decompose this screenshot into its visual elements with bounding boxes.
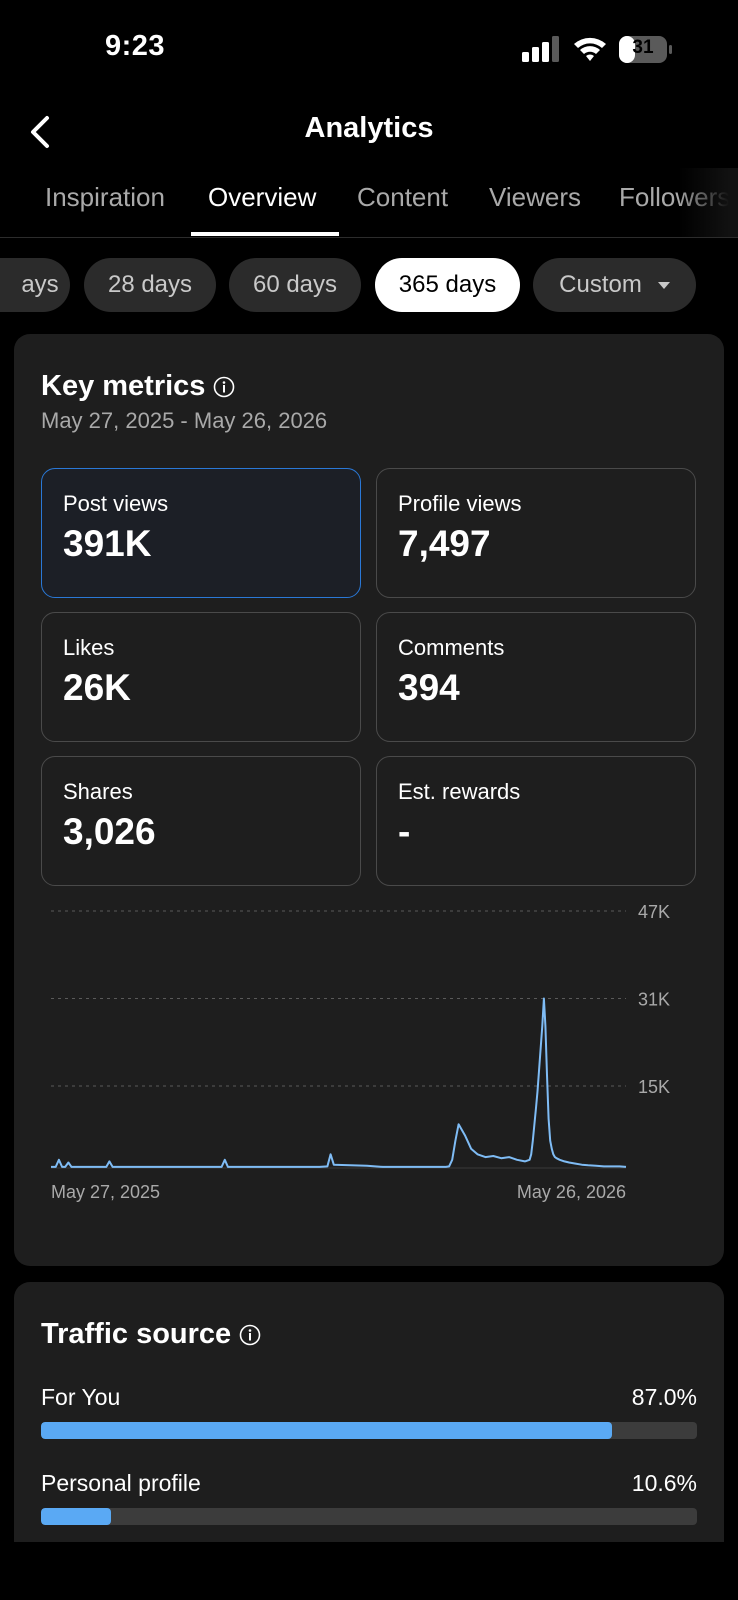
period-selector: ays 28 days 60 days 365 days Custom	[0, 258, 738, 314]
traffic-source-title-text: Traffic source	[41, 1318, 232, 1350]
chip-7-days[interactable]: ays	[0, 258, 70, 312]
status-bar: 9:23 31	[0, 0, 738, 100]
chip-label: 365 days	[398, 271, 497, 298]
analytics-tabs: Inspiration Overview Content Viewers Fol…	[0, 168, 738, 238]
traffic-source-card: Traffic source For You 87.0% Personal pr…	[14, 1282, 724, 1542]
battery-level: 31	[632, 37, 654, 58]
tab-inspiration[interactable]: Inspiration	[45, 182, 165, 212]
chip-label: ays	[21, 271, 59, 298]
metric-label: Profile views	[398, 491, 522, 516]
chip-28-days[interactable]: 28 days	[84, 258, 216, 312]
metric-label: Shares	[63, 779, 133, 804]
chip-label: 60 days	[252, 271, 338, 298]
traffic-percent: 10.6%	[631, 1470, 697, 1496]
active-tab-indicator	[191, 232, 339, 236]
metric-value: 3,026	[63, 811, 156, 852]
progress-track	[41, 1422, 697, 1439]
metric-profile-views[interactable]: Profile views 7,497	[376, 468, 696, 598]
info-icon[interactable]	[213, 376, 235, 398]
metric-comments[interactable]: Comments 394	[376, 612, 696, 742]
date-range: May 27, 2025 - May 26, 2026	[41, 408, 328, 433]
metric-value: 394	[398, 667, 460, 708]
x-tick-label: May 26, 2026	[517, 1182, 626, 1202]
progress-fill	[41, 1508, 111, 1525]
tabs-fade	[678, 168, 738, 237]
traffic-row-personal-profile: Personal profile 10.6%	[41, 1470, 697, 1530]
metric-value: 7,497	[398, 523, 491, 564]
metric-likes[interactable]: Likes 26K	[41, 612, 361, 742]
x-tick-label: May 27, 2025	[51, 1182, 160, 1202]
metric-label: Likes	[63, 635, 115, 660]
chip-custom[interactable]: Custom	[533, 258, 696, 312]
traffic-row-for-you: For You 87.0%	[41, 1384, 697, 1444]
series-line	[51, 997, 627, 1168]
chip-60-days[interactable]: 60 days	[229, 258, 361, 312]
traffic-source-title: Traffic source	[41, 1318, 261, 1351]
metric-value: -	[398, 811, 411, 852]
traffic-percent: 87.0%	[631, 1384, 697, 1410]
tab-content[interactable]: Content	[357, 182, 449, 212]
metric-est-rewards[interactable]: Est. rewards -	[376, 756, 696, 886]
tab-overview[interactable]: Overview	[208, 182, 317, 212]
metric-value: 391K	[63, 523, 152, 564]
chip-label: Custom	[559, 271, 642, 298]
nav-header: Analytics	[0, 100, 738, 164]
metric-post-views[interactable]: Post views 391K	[41, 468, 361, 598]
chevron-left-icon	[31, 116, 49, 148]
y-tick-label: 31K	[638, 989, 670, 1009]
metric-value: 26K	[63, 667, 131, 708]
cellular-signal-icon	[522, 36, 559, 62]
wifi-icon	[574, 37, 606, 61]
progress-track	[41, 1508, 697, 1525]
page-title: Analytics	[304, 112, 434, 144]
info-icon[interactable]	[239, 1324, 261, 1346]
metric-label: Est. rewards	[398, 779, 521, 804]
metric-label: Comments	[398, 635, 505, 660]
key-metrics-title: Key metrics	[41, 370, 235, 403]
battery-icon: 31	[619, 36, 673, 63]
key-metrics-title-text: Key metrics	[41, 370, 206, 402]
back-button[interactable]	[22, 112, 58, 152]
progress-fill	[41, 1422, 612, 1439]
tab-viewers[interactable]: Viewers	[489, 182, 582, 212]
y-tick-label: 15K	[638, 1077, 670, 1097]
caret-down-icon	[657, 281, 670, 289]
metric-label: Post views	[63, 491, 169, 516]
post-views-chart[interactable]: 47K 31K 15K May 27, 2025 May 26, 2026	[14, 894, 724, 1234]
traffic-label: For You	[41, 1384, 121, 1410]
key-metrics-card: Key metrics May 27, 2025 - May 26, 2026 …	[14, 334, 724, 1266]
y-tick-label: 47K	[638, 902, 670, 922]
chip-365-days[interactable]: 365 days	[375, 258, 520, 312]
status-time: 9:23	[105, 30, 166, 62]
chip-label: 28 days	[107, 271, 193, 298]
traffic-label: Personal profile	[41, 1470, 201, 1496]
metric-shares[interactable]: Shares 3,026	[41, 756, 361, 886]
